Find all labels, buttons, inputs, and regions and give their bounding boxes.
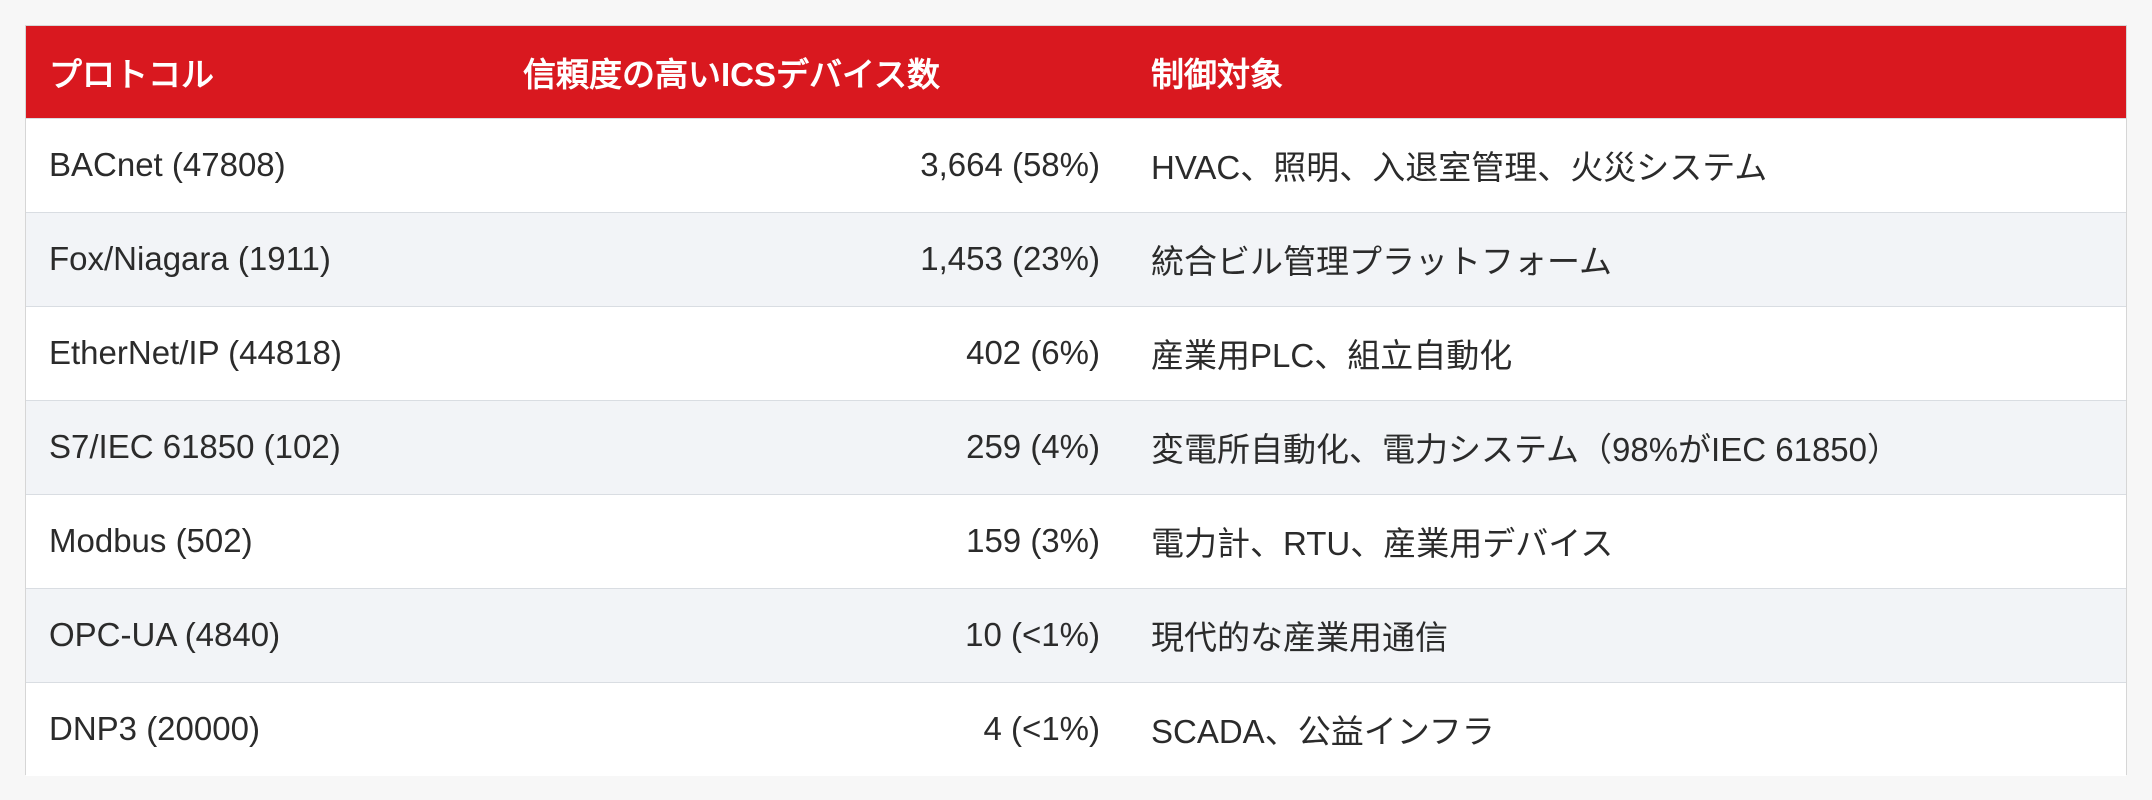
target-cell: HVAC、照明、入退室管理、火災システム [1151,149,1768,186]
target-cell: 電力計、RTU、産業用デバイス [1151,525,1614,562]
target-cell: 変電所自動化、電力システム（98%がIEC 61850） [1151,431,1901,468]
protocol-table-container: プロトコル 信頼度の高いICSデバイス数 制御対象 BACnet (47808)… [25,25,2127,776]
protocol-cell: S7/IEC 61850 (102) [49,428,341,465]
table-row: S7/IEC 61850 (102) 259 (4%) 変電所自動化、電力システ… [26,400,2126,494]
target-cell: 産業用PLC、組立自動化 [1151,337,1513,374]
header-device-count: 信頼度の高いICSデバイス数 [523,55,941,93]
header-protocol: プロトコル [49,55,214,93]
count-cell: 4 (<1%) [983,710,1100,748]
count-cell: 3,664 (58%) [920,146,1100,183]
protocol-cell: BACnet (47808) [49,146,286,183]
table-header-row: プロトコル 信頼度の高いICSデバイス数 制御対象 [26,26,2126,118]
protocol-cell: Fox/Niagara (1911) [49,240,331,277]
table-row: DNP3 (20000) 4 (<1%) SCADA、公益インフラ [26,682,2126,776]
count-cell: 159 (3%) [966,522,1100,559]
table-row: Modbus (502) 159 (3%) 電力計、RTU、産業用デバイス [26,494,2126,588]
target-cell: 統合ビル管理プラットフォーム [1151,243,1613,280]
target-cell: SCADA、公益インフラ [1151,713,1495,751]
target-cell: 現代的な産業用通信 [1151,619,1448,656]
table-row: OPC-UA (4840) 10 (<1%) 現代的な産業用通信 [26,588,2126,682]
count-cell: 402 (6%) [966,334,1100,371]
protocol-cell: OPC-UA (4840) [49,616,281,653]
ics-protocol-table: プロトコル 信頼度の高いICSデバイス数 制御対象 BACnet (47808)… [26,26,2126,776]
count-cell: 10 (<1%) [965,616,1100,653]
count-cell: 259 (4%) [966,428,1100,465]
protocol-cell: EtherNet/IP (44818) [49,334,342,371]
table-row: EtherNet/IP (44818) 402 (6%) 産業用PLC、組立自動… [26,306,2126,400]
table-row: Fox/Niagara (1911) 1,453 (23%) 統合ビル管理プラッ… [26,212,2126,306]
count-cell: 1,453 (23%) [920,240,1100,277]
table-row: BACnet (47808) 3,664 (58%) HVAC、照明、入退室管理… [26,118,2126,212]
header-control-target: 制御対象 [1151,55,1283,93]
protocol-cell: Modbus (502) [49,522,253,559]
protocol-cell: DNP3 (20000) [49,710,260,748]
